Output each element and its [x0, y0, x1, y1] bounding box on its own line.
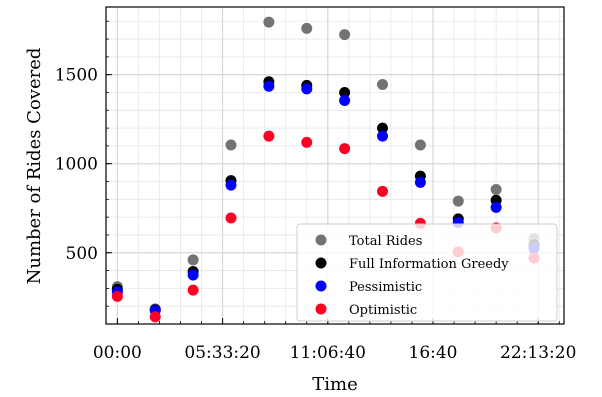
plot-frame [105, 6, 565, 325]
point-pessimistic [377, 130, 389, 142]
data-points [111, 16, 540, 323]
y-axis-label: Number of Rides Covered [24, 48, 45, 285]
axis-ticks: 00:00 05:33:20 11:06:40 16:40 22:13:20 500 100… [55, 20, 576, 363]
point-optimistic [301, 136, 313, 148]
point-total-rides [187, 254, 199, 266]
point-full-information-greedy [339, 86, 351, 98]
point-pessimistic [263, 80, 275, 92]
x-tick-label: 05:33:20 [184, 343, 260, 363]
point-total-rides [414, 139, 426, 151]
point-optimistic [263, 130, 275, 142]
point-pessimistic [414, 176, 426, 188]
point-total-rides [339, 29, 351, 41]
legend-marker [315, 303, 327, 315]
point-optimistic [339, 143, 351, 155]
point-optimistic [111, 290, 123, 302]
legend-marker [315, 280, 327, 292]
legend-marker [315, 257, 327, 269]
point-optimistic [225, 212, 237, 224]
point-total-rides [377, 78, 389, 90]
point-total-rides [225, 139, 237, 151]
x-tick-label: 11:06:40 [290, 343, 366, 363]
point-optimistic [149, 311, 161, 323]
legend-label: Full Information Greedy [349, 257, 509, 272]
point-total-rides [301, 22, 313, 34]
point-total-rides [490, 184, 502, 196]
x-tick-label: 22:13:20 [500, 343, 576, 363]
point-optimistic [187, 284, 199, 296]
legend: Total Rides Full Information Greedy Pessim… [296, 223, 558, 322]
y-tick-label: 1000 [55, 155, 98, 175]
point-pessimistic [187, 269, 199, 281]
x-tick-label: 16:40 [409, 343, 458, 363]
x-axis-label: Time [312, 374, 357, 395]
point-total-rides [452, 195, 464, 207]
legend-label: Pessimistic [349, 280, 422, 295]
point-pessimistic [490, 201, 502, 213]
legend-label: Total Rides [349, 234, 422, 249]
point-pessimistic [301, 83, 313, 95]
x-tick-label: 00:00 [93, 343, 142, 363]
point-pessimistic [225, 179, 237, 191]
legend-box [296, 223, 558, 322]
legend-marker [315, 234, 327, 246]
point-pessimistic [339, 94, 351, 106]
y-tick-label: 1500 [55, 66, 98, 86]
y-tick-label: 500 [66, 244, 98, 264]
point-full-information-greedy [377, 122, 389, 134]
point-optimistic [377, 185, 389, 197]
point-total-rides [263, 16, 275, 28]
legend-label: Optimistic [349, 303, 417, 318]
